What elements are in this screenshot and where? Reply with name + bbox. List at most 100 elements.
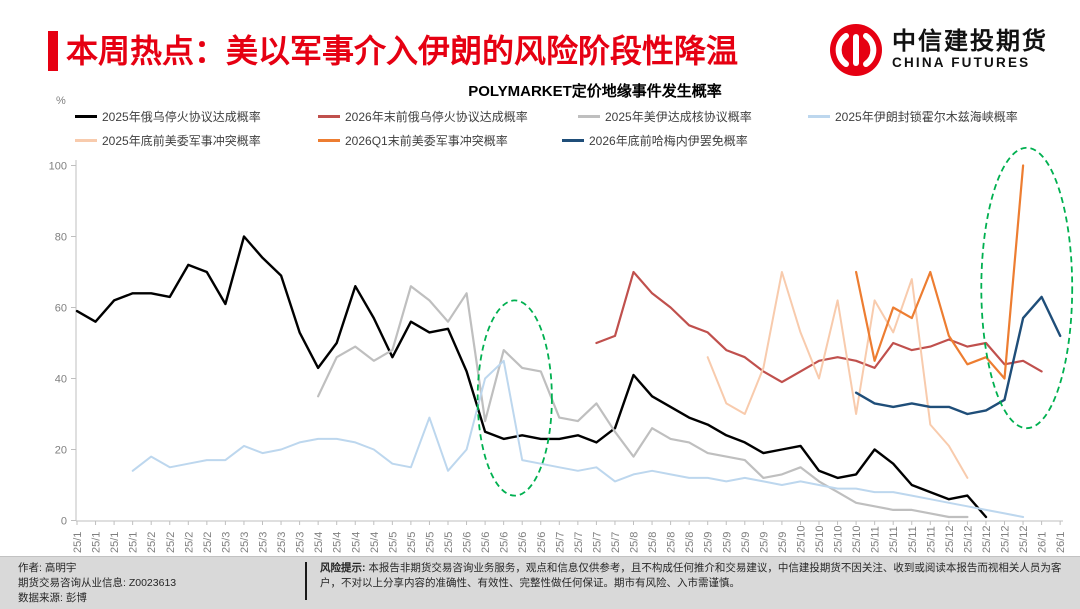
x-tick-label: 25/3 (220, 532, 232, 553)
x-tick-label: 25/12 (1018, 525, 1030, 553)
x-tick-label: 25/4 (350, 532, 362, 553)
series-line-3 (131, 359, 1025, 518)
x-tick-label: 25/3 (276, 532, 288, 553)
legend-label: 2026Q1末前美委军事冲突概率 (345, 133, 508, 148)
x-tick-label: 25/9 (721, 532, 733, 553)
series-line-4 (706, 271, 969, 479)
legend-item-4: 2025年底前美委军事冲突概率 (75, 132, 261, 148)
legend-swatch-icon (318, 114, 340, 118)
x-tick-label: 25/4 (313, 532, 325, 553)
chart-legend-row-1: 2025年俄乌停火协议达成概率 2026年末前俄乌停火协议达成概率 2025年美伊达… (0, 108, 1080, 124)
legend-item-1: 2026年末前俄乌停火协议达成概率 (318, 108, 528, 124)
series-line-6 (854, 295, 1062, 416)
x-tick-label: 26/1 (1037, 532, 1049, 553)
x-tick-label: 25/8 (647, 532, 659, 553)
x-tick-label: 25/6 (499, 532, 511, 553)
legend-item-6: 2026年底前哈梅内伊罢免概率 (562, 132, 748, 148)
x-tick-label: 25/1 (91, 532, 103, 553)
x-tick-label: 26/1 (1055, 532, 1067, 553)
x-tick-label: 25/12 (962, 525, 974, 553)
legend-swatch-icon (562, 138, 584, 142)
x-tick-label: 25/6 (480, 532, 492, 553)
x-tick-label: 25/3 (239, 532, 251, 553)
risk-label: 风险提示: (320, 562, 366, 574)
legend-label: 2026年底前哈梅内伊罢免概率 (589, 133, 748, 148)
license-line: 期货交易咨询从业信息: Z0023613 (18, 577, 177, 589)
series-line-2 (317, 285, 969, 519)
x-tick-label: 25/1 (109, 532, 121, 553)
y-tick-label: 40 (55, 374, 67, 386)
logo-text-en: CHINA FUTURES (892, 55, 1031, 70)
x-tick-label: 25/10 (814, 525, 826, 553)
series-line-5 (855, 164, 1025, 380)
legend-label: 2026年末前俄乌停火协议达成概率 (345, 109, 528, 124)
citic-logo-icon (830, 24, 882, 76)
x-tick-label: 25/2 (165, 532, 177, 553)
x-tick-label: 25/2 (146, 532, 158, 553)
x-tick-label: 25/7 (610, 532, 622, 553)
y-tick-label: 0 (61, 516, 67, 528)
x-tick-label: 25/6 (536, 532, 548, 553)
slide-footer: 作者: 高明宇 期货交易咨询从业信息: Z0023613 数据来源: 彭博 风险… (0, 556, 1080, 609)
risk-text: 本报告非期货交易咨询业务服务，观点和信息仅供参考，且不构成任何推介和交易建议，中… (320, 562, 1062, 589)
footer-divider (305, 562, 307, 600)
x-tick-label: 25/5 (424, 532, 436, 553)
x-tick-label: 25/7 (573, 532, 585, 553)
x-tick-label: 25/9 (740, 532, 752, 553)
legend-item-2: 2025年美伊达成核协议概率 (578, 108, 752, 124)
legend-item-0: 2025年俄乌停火协议达成概率 (75, 108, 261, 124)
footer-risk-block: 风险提示: 本报告非期货交易咨询业务服务，观点和信息仅供参考，且不构成任何推介和… (320, 561, 1062, 591)
legend-item-3: 2025年伊朗封锁霍尔木兹海峡概率 (808, 108, 1018, 124)
y-tick-label: 60 (55, 303, 67, 315)
logo-text-cn: 中信建投期货 (892, 28, 1048, 55)
x-tick-label: 25/10 (833, 525, 845, 553)
x-tick-label: 25/5 (443, 532, 455, 553)
author-line: 作者: 高明宇 (18, 562, 77, 574)
x-tick-label: 25/11 (870, 526, 882, 553)
x-tick-label: 25/9 (758, 532, 770, 553)
legend-label: 2025年伊朗封锁霍尔木兹海峡概率 (835, 109, 1018, 124)
chart-title: POLYMARKET定价地缘事件发生概率 (468, 83, 722, 100)
x-tick-label: 25/11 (888, 526, 900, 553)
legend-swatch-icon (578, 114, 600, 118)
x-tick-label: 25/4 (332, 532, 344, 553)
legend-swatch-icon (75, 114, 97, 118)
company-logo: 中信建投期货 CHINA FUTURES (828, 22, 1048, 78)
x-tick-label: 25/3 (295, 532, 307, 553)
x-tick-label: 25/3 (258, 532, 270, 553)
x-tick-label: 25/1 (128, 532, 140, 553)
x-tick-label: 25/8 (684, 532, 696, 553)
page-title: 本周热点：美以军事介入伊朗的风险阶段性降温 (66, 33, 739, 69)
x-tick-label: 25/4 (369, 532, 381, 553)
data-source-line: 数据来源: 彭博 (18, 592, 87, 604)
x-tick-label: 25/9 (703, 532, 715, 553)
chart-legend-row-2: 2025年底前美委军事冲突概率 2026Q1末前美委军事冲突概率 2026年底前哈梅… (0, 132, 1080, 148)
x-tick-label: 25/12 (1000, 525, 1012, 553)
y-tick-label: 80 (55, 232, 67, 244)
highlight-ellipse-1 (476, 299, 553, 497)
legend-label: 2025年底前美委军事冲突概率 (102, 133, 261, 148)
x-tick-label: 25/11 (925, 526, 937, 553)
x-tick-label: 25/6 (462, 532, 474, 553)
legend-label: 2025年俄乌停火协议达成概率 (102, 109, 261, 124)
x-tick-label: 25/9 (777, 532, 789, 553)
x-tick-label: 25/2 (202, 532, 214, 553)
footer-author-block: 作者: 高明宇 期货交易咨询从业信息: Z0023613 数据来源: 彭博 (18, 561, 176, 606)
logo-text: 中信建投期货 CHINA FUTURES (892, 29, 1048, 71)
slide-header: 本周热点：美以军事介入伊朗的风险阶段性降温 中信建投期货 CHINA FUTUR… (0, 0, 1080, 80)
x-tick-label: 25/1 (72, 532, 84, 553)
x-tick-label: 25/7 (554, 532, 566, 553)
title-accent-bar (48, 31, 58, 71)
x-tick-label: 25/12 (944, 525, 956, 553)
x-tick-label: 25/12 (981, 525, 993, 553)
legend-swatch-icon (75, 138, 97, 142)
x-tick-label: 25/5 (387, 532, 399, 553)
y-tick-label: 20 (55, 445, 67, 457)
x-tick-label: 25/8 (629, 532, 641, 553)
legend-item-5: 2026Q1末前美委军事冲突概率 (318, 132, 508, 148)
x-tick-label: 25/10 (795, 525, 807, 553)
highlight-ellipse-2 (980, 146, 1074, 430)
x-tick-label: 25/8 (666, 532, 678, 553)
